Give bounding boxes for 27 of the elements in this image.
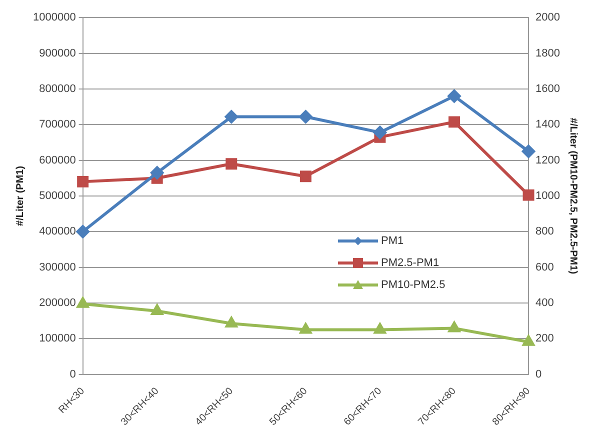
- y-tick-label: 200000: [39, 297, 76, 309]
- y-tick-label: 500000: [39, 190, 76, 202]
- y2-tick-label: 600: [536, 261, 554, 274]
- y2-tick-label: 200: [536, 332, 554, 345]
- y2-tick-label: 1000: [536, 190, 560, 202]
- y2-tick-label: 1200: [536, 154, 560, 166]
- y2-tick-label: 1600: [536, 82, 560, 95]
- y2-axis-title: #/Liter (PM10-PM2.5, PM2.5-PM1): [567, 118, 578, 274]
- y-tick-label: 400000: [39, 226, 76, 238]
- y2-tick-label: 800: [536, 226, 554, 238]
- y2-tick-label: 0: [536, 368, 542, 380]
- legend-label: PM1: [381, 235, 404, 247]
- y2-tick-label: 2000: [536, 12, 560, 24]
- y-tick-label: 700000: [39, 118, 76, 131]
- y-tick-label: 0: [70, 368, 76, 380]
- legend-label: PM2.5-PM1: [381, 257, 440, 269]
- y-tick-label: 1000000: [32, 12, 76, 24]
- y-axis-title: #/Liter (PM1): [14, 166, 26, 226]
- y2-tick-label: 1400: [536, 118, 560, 131]
- legend-label: PM10-PM2.5: [381, 279, 446, 291]
- y-tick-label: 800000: [39, 82, 76, 95]
- y-tick-label: 900000: [39, 47, 76, 60]
- y-tick-label: 100000: [39, 332, 76, 345]
- y2-tick-label: 1800: [536, 47, 560, 60]
- y-tick-label: 300000: [39, 261, 76, 274]
- y2-tick-label: 400: [536, 297, 554, 309]
- y-tick-label: 600000: [39, 154, 76, 166]
